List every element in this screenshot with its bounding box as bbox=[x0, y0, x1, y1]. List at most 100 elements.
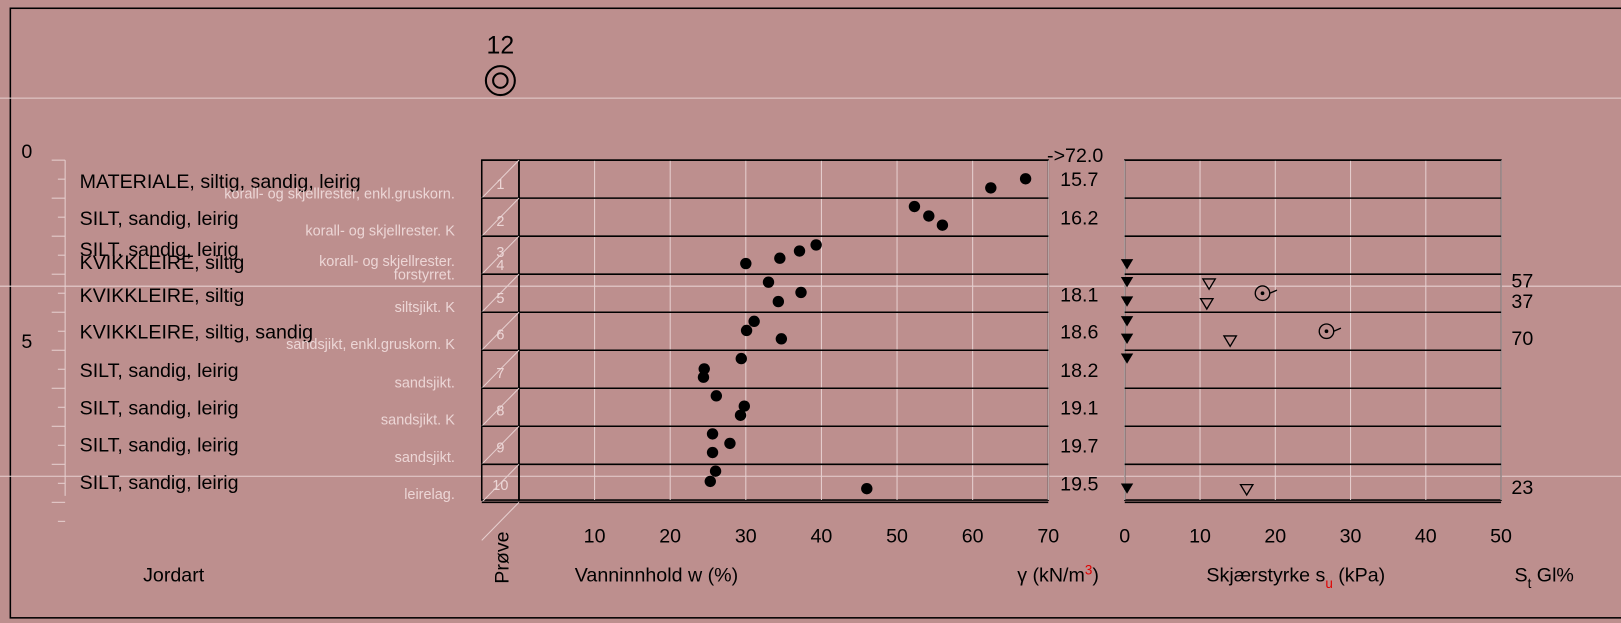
water-point bbox=[740, 257, 752, 270]
remoulded-marker bbox=[1120, 353, 1134, 364]
water-frame bbox=[518, 159, 1050, 501]
unit-weight: 18.2 bbox=[1060, 360, 1098, 382]
x-tick-label: 30 bbox=[735, 525, 757, 547]
sample-number: 9 bbox=[496, 441, 504, 457]
unit-weight: 19.7 bbox=[1060, 435, 1098, 457]
water-point bbox=[810, 239, 822, 251]
x-tick-label: 10 bbox=[584, 525, 606, 547]
water-point bbox=[709, 465, 722, 477]
water-point bbox=[735, 352, 747, 365]
soil-description: SILT, sandig, leirig bbox=[80, 208, 239, 230]
st-text: S bbox=[1515, 565, 1528, 587]
x-tick-label: 40 bbox=[1415, 525, 1437, 547]
sample-hatch bbox=[481, 387, 520, 427]
st-sub: t bbox=[1528, 576, 1532, 591]
unit-weight: 19.1 bbox=[1060, 397, 1098, 419]
water-point bbox=[795, 286, 807, 299]
soil-description: KVIKKLEIRE, siltig bbox=[80, 252, 245, 274]
water-point bbox=[698, 363, 710, 375]
water-point bbox=[740, 324, 753, 337]
unconfined-part bbox=[1324, 329, 1329, 334]
x-tick-label: 30 bbox=[1340, 525, 1362, 547]
water-point bbox=[697, 371, 710, 383]
unconfined-part bbox=[1260, 291, 1265, 296]
sample-number: 5 bbox=[496, 291, 504, 307]
sensitivity: 70 bbox=[1511, 328, 1533, 350]
sample-heading: Prøve bbox=[492, 531, 514, 583]
water-point bbox=[704, 475, 716, 488]
sample-number: 7 bbox=[496, 366, 504, 382]
soil-description: SILT, sandig, leirig bbox=[80, 397, 239, 419]
soil-note: sandsjikt. bbox=[395, 450, 455, 466]
x-tick-label: 10 bbox=[1189, 525, 1211, 547]
soil-description: SILT, sandig, leirig bbox=[80, 435, 239, 457]
shear-frame bbox=[1124, 159, 1502, 501]
x-tick-label: 40 bbox=[811, 525, 833, 547]
shear-end: (kPa) bbox=[1333, 565, 1385, 587]
unit-weight: 18.6 bbox=[1060, 322, 1098, 344]
remoulded-marker bbox=[1120, 333, 1134, 345]
x-tick-label: 70 bbox=[1037, 525, 1059, 547]
borehole-symbol bbox=[492, 72, 509, 89]
undisturbed-marker bbox=[1239, 483, 1255, 497]
water-point bbox=[734, 409, 747, 421]
x-tick-label: 50 bbox=[1490, 525, 1512, 547]
soil-note: leirelag. bbox=[404, 487, 455, 503]
undisturbed-marker bbox=[1201, 278, 1217, 291]
gamma-text: γ (kN/m bbox=[1017, 565, 1085, 587]
unit-weight: 15.7 bbox=[1060, 169, 1098, 191]
x-tick-label: 0 bbox=[1119, 525, 1130, 547]
water-point bbox=[908, 200, 921, 213]
sample-number: 3 bbox=[496, 245, 504, 261]
soil-note: siltsjikt. K bbox=[395, 300, 456, 316]
unit-weight: 18.1 bbox=[1060, 284, 1098, 306]
water-point bbox=[706, 446, 719, 459]
water-point bbox=[861, 482, 873, 495]
gamma-sup: 3 bbox=[1085, 562, 1092, 577]
sample-number: 8 bbox=[496, 403, 504, 419]
frame bbox=[9, 7, 1621, 619]
remoulded-marker bbox=[1120, 316, 1134, 327]
x-tick-label: 20 bbox=[659, 525, 681, 547]
water-point bbox=[710, 390, 723, 402]
sample-hatch bbox=[481, 311, 520, 351]
sample-hatch bbox=[481, 159, 520, 199]
water-point bbox=[706, 428, 719, 440]
sample-hatch bbox=[481, 425, 520, 465]
water-point bbox=[936, 219, 949, 231]
unconfined-marker bbox=[1318, 323, 1342, 340]
x-tick-label: 50 bbox=[886, 525, 908, 547]
sample-hatch bbox=[481, 501, 520, 541]
soil-note: korall- og skjellrester. bbox=[319, 254, 455, 270]
gamma-heading: γ (kN/m3) bbox=[1017, 562, 1099, 586]
water-point bbox=[793, 245, 806, 257]
borehole-symbol bbox=[484, 65, 516, 97]
sensitivity: 57 bbox=[1511, 270, 1533, 292]
undisturbed-marker bbox=[1222, 335, 1238, 348]
borehole-number: 12 bbox=[487, 33, 515, 60]
unit-weight: 19.5 bbox=[1060, 473, 1098, 495]
sample-number: 2 bbox=[496, 214, 504, 230]
undisturbed-marker bbox=[1199, 298, 1215, 311]
unconfined-part bbox=[1269, 289, 1278, 294]
sample-number: 4 bbox=[496, 258, 504, 274]
unit-weight: 16.2 bbox=[1060, 207, 1098, 229]
water-point bbox=[762, 276, 775, 288]
soil-note: sandsjikt. bbox=[395, 375, 455, 391]
soil-note: sandsjikt, enkl.gruskorn. K bbox=[286, 337, 455, 353]
gamma-end: ) bbox=[1092, 565, 1099, 587]
st-heading: St Gl% bbox=[1515, 565, 1574, 591]
water-point bbox=[923, 210, 935, 222]
sample-hatch bbox=[481, 463, 520, 503]
remoulded-marker bbox=[1120, 277, 1134, 288]
water-point bbox=[774, 252, 786, 264]
sample-number: 10 bbox=[492, 478, 508, 494]
soil-note: sandsjikt. K bbox=[381, 413, 455, 429]
sample-number: 6 bbox=[496, 328, 504, 344]
sample-number: 1 bbox=[496, 177, 504, 193]
water-point bbox=[775, 333, 788, 345]
water-point bbox=[748, 315, 760, 328]
sample-hatch bbox=[481, 235, 520, 275]
